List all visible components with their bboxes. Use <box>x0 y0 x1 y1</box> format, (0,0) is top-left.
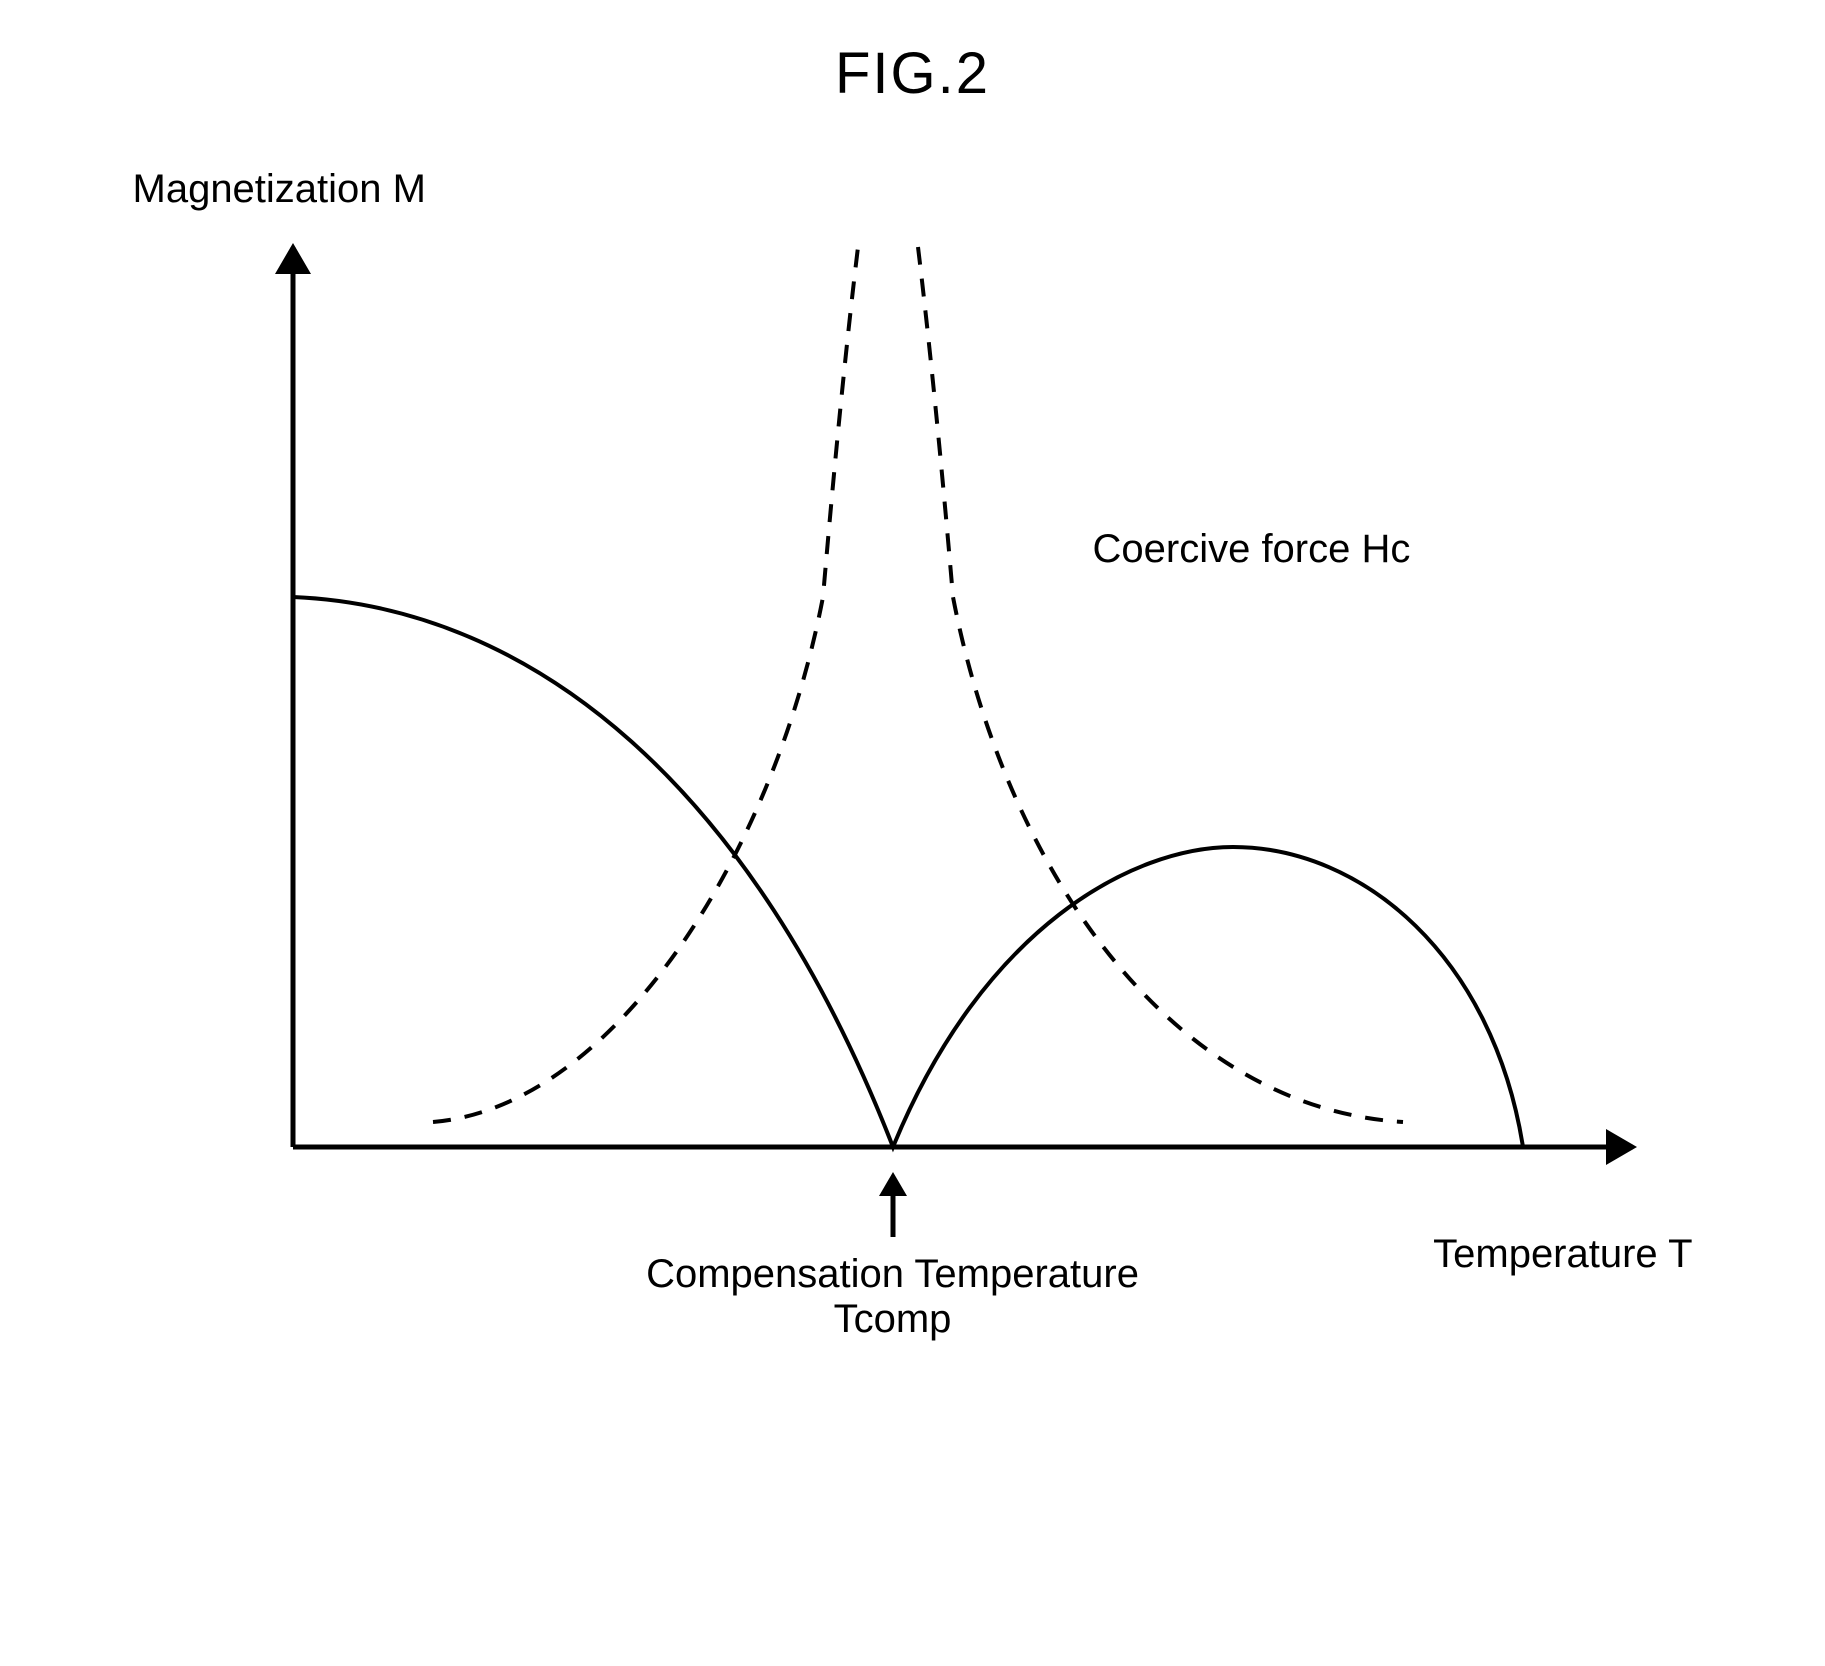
tcomp-annotation-label: Compensation Temperature Tcomp <box>643 1252 1143 1342</box>
tcomp-line1: Compensation Temperature <box>643 1252 1143 1297</box>
chart-area: Magnetization M Temperature T Coercive f… <box>113 167 1713 1367</box>
figure-container: FIG.2 Magnetization M Temperature T Coer… <box>40 40 1785 1626</box>
x-axis-label: Temperature T <box>1433 1232 1692 1277</box>
figure-title: FIG.2 <box>40 40 1785 107</box>
y-axis-label: Magnetization M <box>133 167 426 212</box>
tcomp-line2: Tcomp <box>643 1297 1143 1342</box>
coercive-force-label: Coercive force Hc <box>1093 527 1411 572</box>
chart-svg <box>113 167 1713 1367</box>
